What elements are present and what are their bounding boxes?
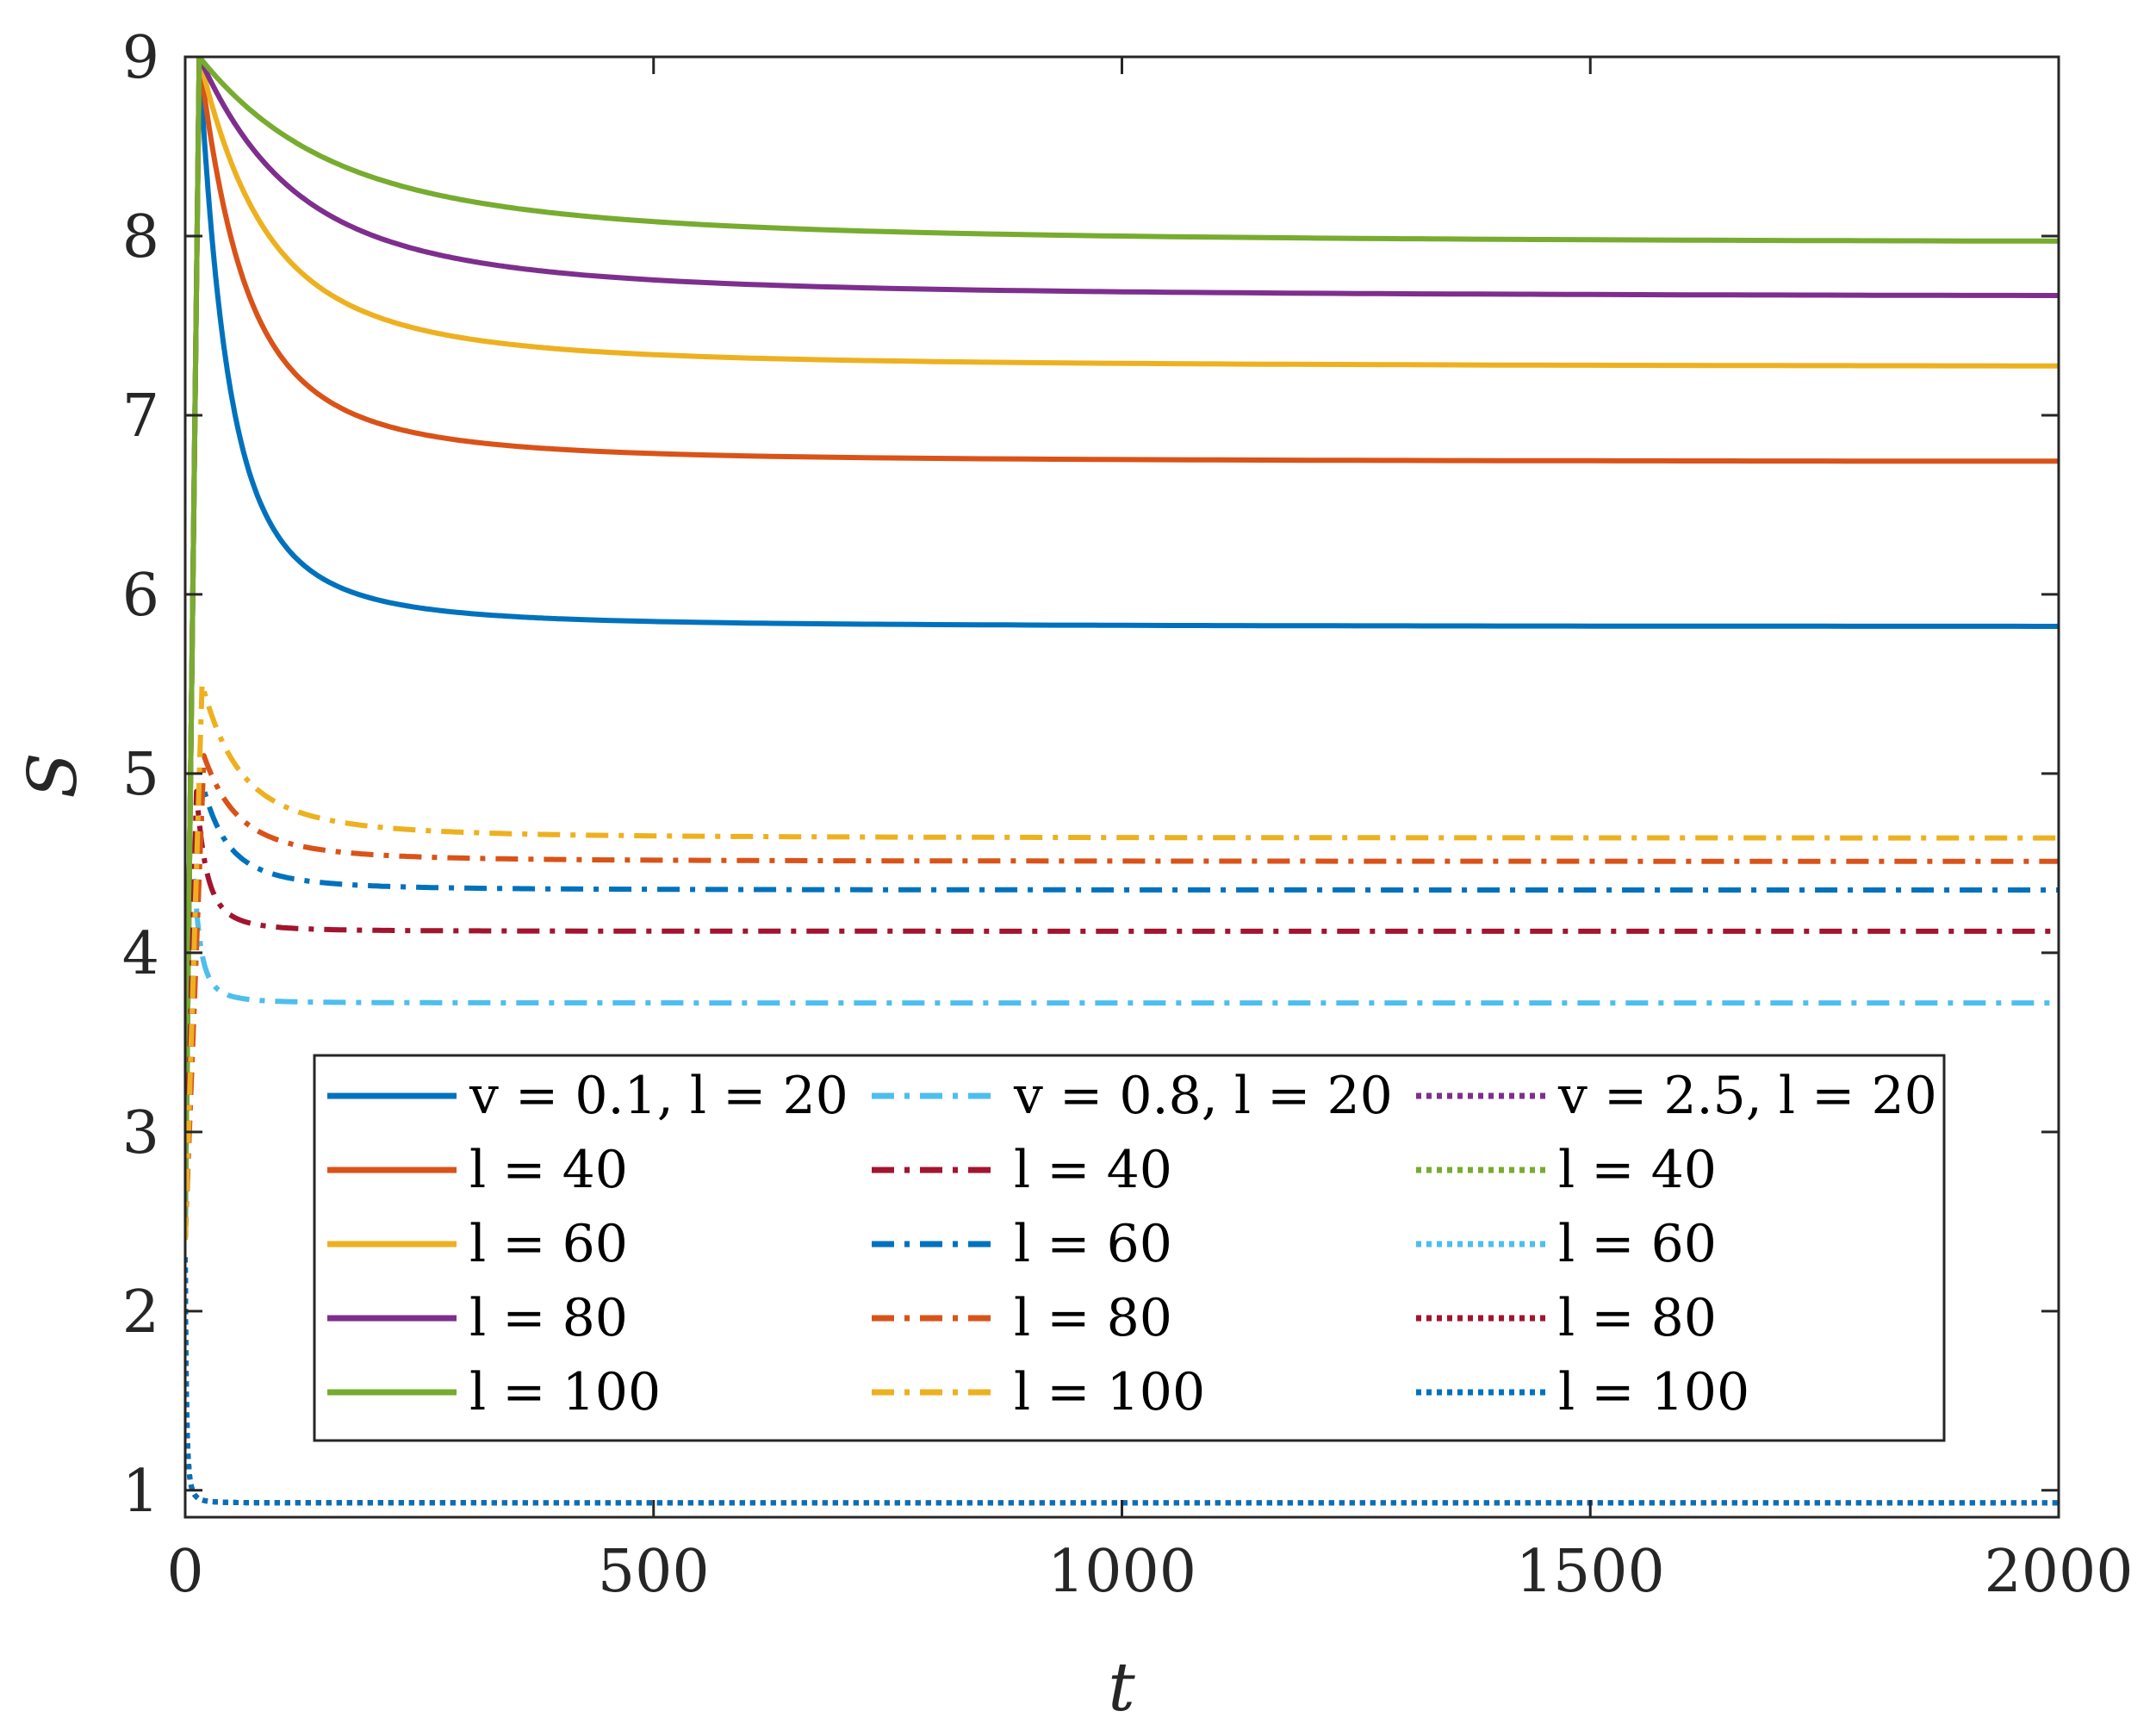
legend-label: l = 80 xyxy=(469,1288,628,1348)
series-line xyxy=(185,57,2059,1222)
y-tick-label: 9 xyxy=(122,24,159,92)
legend-label: l = 80 xyxy=(1014,1288,1172,1348)
legend: v = 0.1, l = 20 l = 40 l = 60 l = 80 l = 100… xyxy=(313,1054,1946,1442)
series-line xyxy=(185,57,2059,1222)
y-tick-label: 8 xyxy=(122,203,159,271)
legend-label: l = 100 xyxy=(1558,1362,1749,1422)
legend-label: l = 60 xyxy=(469,1214,628,1274)
series-line xyxy=(185,57,2059,1222)
legend-label: l = 40 xyxy=(1014,1140,1172,1200)
x-tick-label: 500 xyxy=(598,1538,710,1606)
series-line xyxy=(185,878,2059,1240)
y-axis-label: S xyxy=(15,752,92,798)
series-layer xyxy=(185,57,2059,1506)
x-axis-label: t xyxy=(1108,1649,1135,1727)
y-tick-label: 4 xyxy=(122,920,159,988)
legend-label: l = 40 xyxy=(469,1140,628,1200)
series-line xyxy=(185,788,2059,1240)
series-line xyxy=(185,780,2059,1240)
y-tick-label: 5 xyxy=(122,741,159,809)
legend-label: l = 60 xyxy=(1014,1214,1172,1274)
legend-label: l = 80 xyxy=(1558,1288,1717,1348)
series-line xyxy=(185,681,2059,1240)
y-tick-label: 6 xyxy=(122,562,159,630)
x-tick-label: 1500 xyxy=(1516,1538,1665,1606)
y-tick-label: 7 xyxy=(122,383,159,451)
series-line xyxy=(185,1257,2059,1506)
series-line xyxy=(185,57,2059,1222)
ticks-layer: 0 500 1000 1500 2000 1 2 3 4 5 6 7 8 9 xyxy=(122,24,2134,1606)
y-tick-label: 3 xyxy=(122,1099,159,1167)
series-line xyxy=(185,753,2059,1240)
legend-label: l = 100 xyxy=(469,1362,661,1422)
legend-label: l = 100 xyxy=(1014,1362,1205,1422)
legend-label: l = 40 xyxy=(1558,1140,1717,1200)
legend-label: v = 0.1, l = 20 xyxy=(469,1066,848,1126)
legend-label: v = 0.8, l = 20 xyxy=(1013,1066,1393,1126)
legend-box xyxy=(313,1054,1946,1442)
x-tick-label: 2000 xyxy=(1984,1538,2133,1606)
x-tick-label: 0 xyxy=(166,1538,203,1606)
y-tick-label: 1 xyxy=(122,1458,159,1526)
y-tick-label: 2 xyxy=(122,1279,159,1347)
legend-label: v = 2.5, l = 20 xyxy=(1557,1066,1937,1126)
x-tick-label: 1000 xyxy=(1047,1538,1196,1606)
series-line xyxy=(185,57,2059,1222)
legend-label: l = 60 xyxy=(1558,1214,1717,1274)
